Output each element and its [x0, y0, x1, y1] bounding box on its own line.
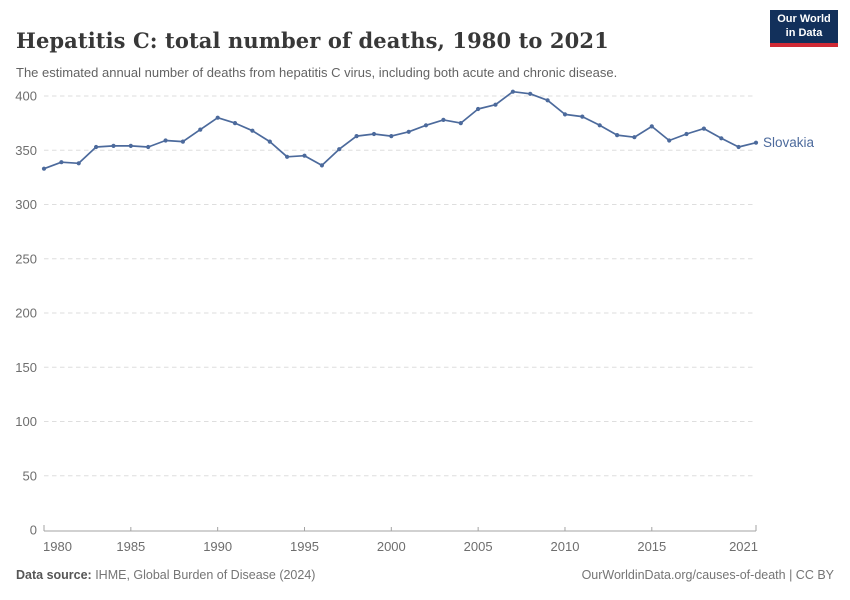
data-point[interactable]: [302, 153, 307, 158]
data-point[interactable]: [41, 166, 47, 171]
data-point[interactable]: [441, 117, 446, 122]
chart-subtitle: The estimated annual number of deaths fr…: [16, 65, 618, 80]
data-point[interactable]: [76, 161, 81, 166]
data-point[interactable]: [371, 131, 377, 137]
data-point[interactable]: [94, 144, 99, 150]
data-point[interactable]: [667, 138, 672, 143]
y-tick-label: 50: [23, 468, 37, 483]
data-point[interactable]: [753, 140, 759, 145]
data-point[interactable]: [198, 127, 203, 132]
data-point[interactable]: [615, 133, 620, 138]
data-point[interactable]: [684, 131, 689, 137]
data-point[interactable]: [476, 106, 481, 112]
x-axis-labels: 1980 1985 1990 1995 2000 2005 2010 2015 2021: [43, 539, 758, 554]
owid-logo-line1: Our World: [777, 13, 831, 26]
data-source: Data source: IHME, Global Burden of Dise…: [16, 568, 315, 582]
y-tick-label: 400: [15, 89, 37, 104]
y-tick-label: 150: [15, 360, 37, 375]
data-point[interactable]: [719, 136, 724, 141]
data-point[interactable]: [232, 121, 238, 126]
owid-logo-accent-strip: [770, 43, 838, 47]
data-point[interactable]: [337, 147, 342, 152]
data-point[interactable]: [111, 143, 116, 148]
data-point[interactable]: [146, 144, 151, 150]
data-point[interactable]: [458, 121, 463, 126]
y-tick-label: 100: [15, 414, 37, 429]
data-point[interactable]: [59, 160, 64, 165]
x-tick-label: 2021: [729, 539, 758, 554]
series-label-slovakia[interactable]: Slovakia: [763, 135, 815, 150]
data-point[interactable]: [319, 163, 324, 168]
x-tick-label: 2015: [637, 539, 666, 554]
data-point[interactable]: [250, 128, 255, 133]
x-tick-label: 2000: [377, 539, 406, 554]
data-source-text: IHME, Global Burden of Disease (2024): [91, 568, 316, 582]
x-axis: [43, 525, 757, 532]
data-point[interactable]: [389, 134, 394, 139]
data-point[interactable]: [215, 115, 220, 120]
data-point[interactable]: [128, 143, 133, 148]
x-tick-label: 2010: [551, 539, 580, 554]
data-point[interactable]: [267, 139, 272, 144]
data-point[interactable]: [163, 138, 168, 143]
chart-title: Hepatitis C: total number of deaths, 198…: [16, 28, 609, 54]
data-source-label: Data source:: [16, 568, 92, 582]
data-point[interactable]: [736, 144, 741, 150]
owid-license-link[interactable]: OurWorldinData.org/causes-of-death | CC …: [581, 568, 834, 582]
data-line[interactable]: [43, 90, 757, 170]
x-tick-label: 1995: [290, 539, 319, 554]
y-tick-label: 250: [15, 251, 37, 266]
data-point[interactable]: [354, 134, 359, 139]
data-point[interactable]: [528, 91, 533, 96]
data-point[interactable]: [406, 129, 411, 134]
data-point[interactable]: [580, 114, 585, 119]
data-point[interactable]: [649, 124, 654, 129]
data-point[interactable]: [545, 98, 550, 103]
x-tick-label: 2005: [464, 539, 493, 554]
y-tick-label: 350: [15, 143, 37, 158]
owid-logo-box: Our World in Data: [770, 10, 838, 43]
data-point[interactable]: [597, 123, 602, 128]
data-point[interactable]: [423, 123, 429, 128]
owid-logo[interactable]: Our World in Data: [770, 10, 838, 47]
gridlines: [44, 95, 756, 477]
y-axis-labels: 0 50 100 150 200 250 300 350 400: [15, 89, 37, 538]
x-tick-label: 1980: [43, 539, 72, 554]
chart-footer: Data source: IHME, Global Burden of Dise…: [16, 568, 834, 582]
series-slovakia[interactable]: [41, 89, 759, 171]
data-point[interactable]: [493, 102, 498, 107]
owid-logo-line2: in Data: [785, 26, 823, 39]
y-tick-label: 300: [15, 197, 37, 212]
y-tick-label: 0: [30, 523, 37, 538]
x-tick-label: 1985: [116, 539, 145, 554]
data-point[interactable]: [285, 154, 290, 159]
data-point[interactable]: [632, 135, 637, 140]
y-tick-label: 200: [15, 306, 37, 321]
data-point[interactable]: [510, 89, 515, 94]
x-tick-label: 1990: [203, 539, 232, 554]
data-point[interactable]: [701, 126, 707, 131]
data-point[interactable]: [180, 139, 185, 144]
data-point[interactable]: [562, 112, 568, 117]
